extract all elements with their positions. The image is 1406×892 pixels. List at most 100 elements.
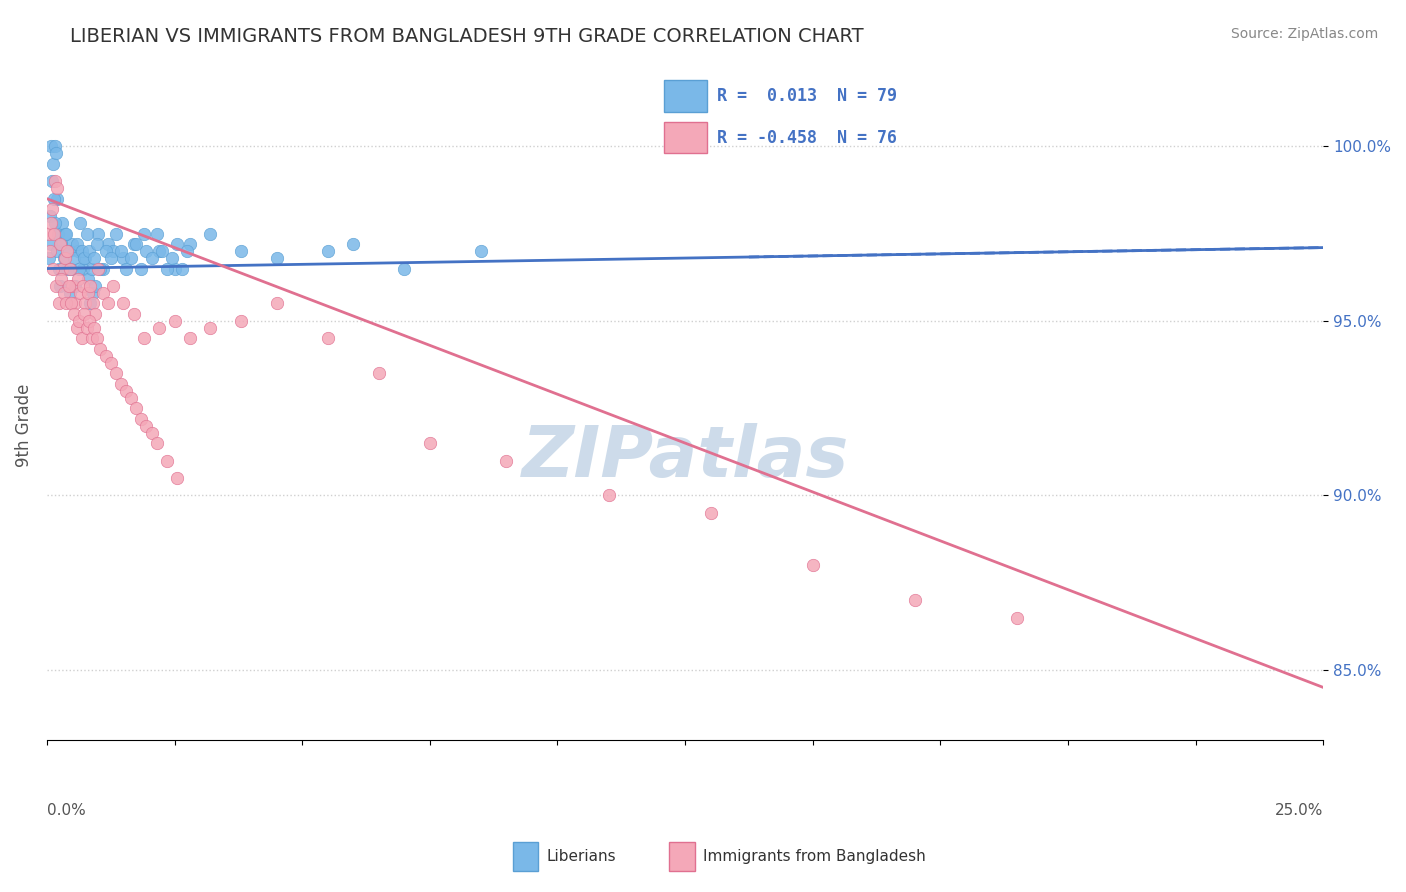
Point bbox=[76, 227, 98, 241]
Point bbox=[45, 146, 67, 161]
Point bbox=[38, 251, 60, 265]
Point bbox=[103, 279, 125, 293]
Point bbox=[342, 237, 364, 252]
Point bbox=[89, 342, 111, 356]
Point bbox=[75, 251, 97, 265]
Point bbox=[76, 272, 98, 286]
Point bbox=[45, 244, 67, 258]
Point bbox=[55, 296, 77, 310]
Point bbox=[86, 331, 108, 345]
Point bbox=[51, 216, 73, 230]
Point bbox=[470, 244, 492, 258]
Point bbox=[65, 321, 87, 335]
Point bbox=[97, 296, 120, 310]
Point bbox=[125, 401, 148, 416]
Point bbox=[141, 425, 163, 440]
Point bbox=[131, 261, 153, 276]
Text: Immigrants from Bangladesh: Immigrants from Bangladesh bbox=[703, 849, 925, 863]
Point bbox=[91, 285, 114, 300]
Point bbox=[60, 261, 83, 276]
Point bbox=[46, 181, 69, 195]
Point bbox=[82, 296, 104, 310]
Point bbox=[53, 227, 76, 241]
Point bbox=[904, 593, 927, 607]
Point bbox=[148, 244, 170, 258]
Point bbox=[104, 366, 127, 380]
Point bbox=[598, 488, 620, 502]
Point bbox=[150, 244, 173, 258]
Point bbox=[67, 314, 90, 328]
Point bbox=[41, 202, 63, 217]
Point bbox=[77, 244, 100, 258]
Point bbox=[148, 321, 170, 335]
Point bbox=[62, 237, 84, 252]
Point bbox=[83, 251, 105, 265]
Point bbox=[72, 261, 94, 276]
Point bbox=[160, 251, 183, 265]
Point bbox=[48, 237, 70, 252]
Point bbox=[63, 307, 86, 321]
Point bbox=[179, 331, 201, 345]
Point bbox=[135, 244, 157, 258]
FancyBboxPatch shape bbox=[664, 122, 707, 153]
Point bbox=[87, 227, 110, 241]
Point bbox=[89, 261, 111, 276]
Point bbox=[163, 261, 186, 276]
Point bbox=[83, 321, 105, 335]
Point bbox=[266, 296, 288, 310]
Y-axis label: 9th Grade: 9th Grade bbox=[15, 384, 32, 467]
Point bbox=[59, 285, 82, 300]
Point bbox=[70, 331, 93, 345]
Point bbox=[44, 174, 66, 188]
Point bbox=[145, 436, 167, 450]
Point bbox=[801, 558, 824, 573]
Point bbox=[73, 307, 96, 321]
Point bbox=[112, 296, 135, 310]
Point bbox=[63, 279, 86, 293]
Point bbox=[66, 244, 89, 258]
Point bbox=[73, 251, 96, 265]
Point bbox=[266, 251, 288, 265]
Point bbox=[60, 296, 83, 310]
FancyBboxPatch shape bbox=[664, 80, 707, 112]
Point bbox=[84, 307, 107, 321]
Point bbox=[163, 314, 186, 328]
Point bbox=[55, 227, 77, 241]
Point bbox=[172, 261, 194, 276]
Point bbox=[76, 285, 98, 300]
Point bbox=[115, 261, 138, 276]
Point bbox=[100, 251, 122, 265]
Point bbox=[132, 227, 155, 241]
Text: ZIPatlas: ZIPatlas bbox=[522, 423, 849, 491]
Point bbox=[66, 272, 89, 286]
Point bbox=[56, 244, 79, 258]
Point bbox=[200, 227, 222, 241]
Text: R = -0.458  N = 76: R = -0.458 N = 76 bbox=[717, 129, 897, 147]
Point bbox=[58, 244, 80, 258]
Point bbox=[63, 296, 86, 310]
Point bbox=[39, 209, 62, 223]
Point bbox=[51, 237, 73, 252]
Point bbox=[45, 279, 67, 293]
Point bbox=[51, 272, 73, 286]
Point bbox=[316, 244, 339, 258]
Point bbox=[41, 139, 63, 153]
Point bbox=[84, 279, 107, 293]
Point bbox=[44, 139, 66, 153]
Point bbox=[104, 227, 127, 241]
Point bbox=[42, 227, 65, 241]
Point bbox=[75, 296, 97, 310]
Point bbox=[166, 237, 188, 252]
Point bbox=[39, 216, 62, 230]
Text: 25.0%: 25.0% bbox=[1275, 803, 1323, 818]
Point bbox=[87, 261, 110, 276]
Text: Source: ZipAtlas.com: Source: ZipAtlas.com bbox=[1230, 27, 1378, 41]
Point bbox=[94, 244, 117, 258]
Point bbox=[125, 237, 148, 252]
Point bbox=[72, 279, 94, 293]
Point bbox=[120, 391, 142, 405]
Point bbox=[141, 251, 163, 265]
Point bbox=[699, 506, 721, 520]
Text: LIBERIAN VS IMMIGRANTS FROM BANGLADESH 9TH GRADE CORRELATION CHART: LIBERIAN VS IMMIGRANTS FROM BANGLADESH 9… bbox=[70, 27, 863, 45]
Point bbox=[53, 251, 76, 265]
